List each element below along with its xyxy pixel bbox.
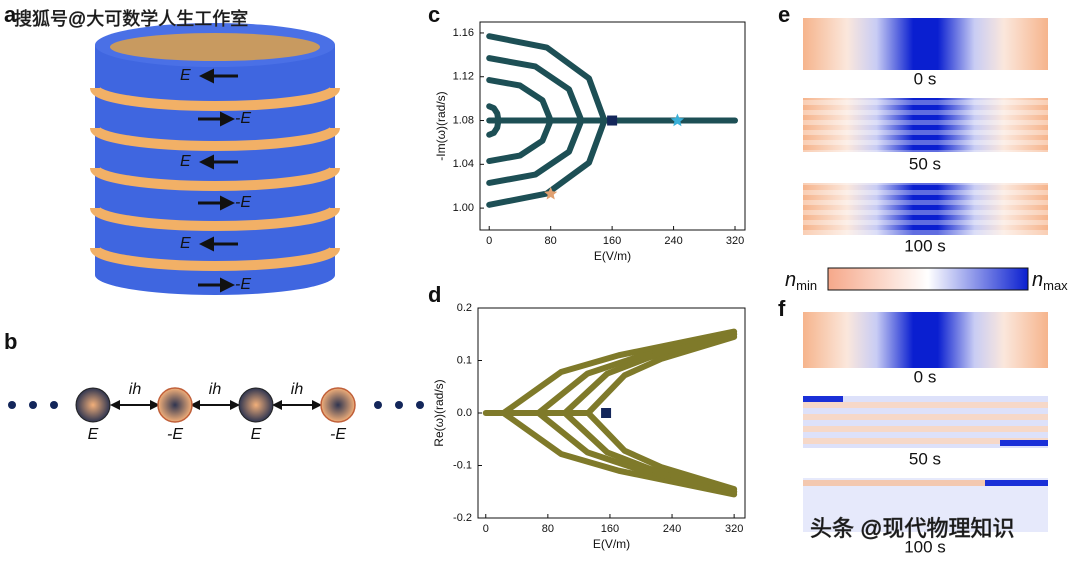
- field-label: E: [180, 153, 191, 170]
- x-tick-label: 80: [542, 523, 554, 535]
- density-map: [803, 478, 1048, 532]
- x-axis-label: E(V/m): [594, 249, 631, 263]
- y-tick-label: -0.2: [453, 512, 472, 524]
- y-tick-label: -0.1: [453, 459, 472, 471]
- coupling-label: ih: [209, 381, 222, 398]
- colorbar: [827, 267, 1029, 291]
- density-map: [803, 18, 1048, 70]
- density-map: [803, 312, 1048, 368]
- y-tick-label: 0.1: [457, 354, 472, 366]
- x-tick-label: 80: [545, 235, 557, 247]
- star-marker: [544, 186, 558, 200]
- colorbar-max: nmax: [1032, 269, 1068, 293]
- field-label: E: [180, 235, 191, 252]
- y-tick-label: 1.00: [453, 202, 474, 214]
- x-axis-label: E(V/m): [593, 537, 630, 551]
- y-tick-label: 1.04: [453, 158, 474, 170]
- field-label: -E: [235, 276, 251, 293]
- time-label: 50 s: [909, 154, 941, 173]
- y-tick-label: 1.08: [453, 114, 474, 126]
- x-tick-label: 320: [725, 523, 743, 535]
- y-tick-label: 0.2: [457, 302, 472, 314]
- x-tick-label: 320: [726, 235, 744, 247]
- watermark: 搜狐号@大可数学人生工作室: [14, 9, 248, 29]
- time-label: 0 s: [914, 69, 937, 88]
- field-label: -E: [235, 194, 251, 211]
- watermark: 头条 @现代物理知识: [810, 516, 1014, 541]
- density-map-overlay: [803, 183, 1048, 235]
- square-marker: [601, 408, 612, 418]
- y-axis-label: Re(ω)(rad/s): [432, 379, 446, 446]
- density-map: [803, 396, 1048, 448]
- site-label: -E: [167, 426, 183, 443]
- panel-label: f: [778, 296, 786, 321]
- coupling-label: ih: [291, 381, 304, 398]
- time-label: 100 s: [904, 537, 946, 556]
- panel-label: c: [428, 2, 440, 27]
- density-map-overlay: [803, 396, 843, 402]
- density-map-overlay: [803, 98, 1048, 152]
- density-map-overlay: [1000, 440, 1048, 446]
- density-map-overlay: [803, 480, 1048, 486]
- star-marker: [670, 113, 685, 127]
- panel-label: d: [428, 282, 441, 307]
- colorbar-min: nmin: [785, 269, 817, 293]
- site-label: -E: [330, 426, 346, 443]
- x-tick-label: 240: [663, 523, 681, 535]
- time-label: 100 s: [904, 236, 946, 255]
- panel-label: e: [778, 2, 790, 27]
- x-tick-label: 240: [664, 235, 682, 247]
- coupling-label: ih: [129, 381, 142, 398]
- y-tick-label: 1.16: [453, 27, 474, 39]
- field-label: -E: [235, 110, 251, 127]
- y-tick-label: 0.0: [457, 407, 472, 419]
- x-tick-label: 160: [601, 523, 619, 535]
- chain: [8, 387, 424, 423]
- time-label: 50 s: [909, 449, 941, 468]
- x-tick-label: 0: [483, 523, 489, 535]
- square-marker: [607, 115, 618, 126]
- site-label: E: [251, 426, 262, 443]
- cylinder: [90, 23, 340, 295]
- density-map-overlay: [985, 480, 1048, 486]
- y-axis-label: -Im(ω)(rad/s): [434, 91, 448, 160]
- x-tick-label: 0: [486, 235, 492, 247]
- field-label: E: [180, 67, 191, 84]
- time-label: 0 s: [914, 367, 937, 386]
- panel-label: a: [4, 2, 17, 27]
- site-label: E: [88, 426, 99, 443]
- y-tick-label: 1.12: [453, 71, 474, 83]
- x-tick-label: 160: [603, 235, 621, 247]
- panel-label: b: [4, 329, 17, 354]
